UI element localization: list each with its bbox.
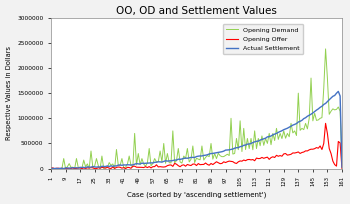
Opening Offer [131,165,135,167]
Opening Offer [307,149,311,151]
Opening Offer [340,167,344,170]
Actual Settlement [147,162,151,164]
Actual Settlement [158,161,162,163]
Opening Offer [158,165,162,168]
Actual Settlement [336,90,341,93]
Line: Opening Demand: Opening Demand [51,49,342,169]
Opening Offer [52,167,57,170]
Opening Demand [49,167,53,169]
Opening Offer [323,122,328,125]
Opening Demand [147,147,151,150]
Opening Demand [323,48,328,50]
Opening Demand [293,130,297,132]
Actual Settlement [131,164,135,166]
Opening Offer [147,165,151,168]
Legend: Opening Demand, Opening Offer, Actual Settlement: Opening Demand, Opening Offer, Actual Se… [223,24,303,54]
Opening Demand [340,160,344,162]
Y-axis label: Respective Values in Dollars: Respective Values in Dollars [6,46,12,140]
Actual Settlement [49,167,53,170]
Actual Settlement [51,167,55,170]
X-axis label: Case (sorted by 'ascending settlement'): Case (sorted by 'ascending settlement') [127,192,266,198]
Actual Settlement [307,114,311,116]
Opening Offer [329,152,333,155]
Opening Offer [293,152,297,154]
Actual Settlement [293,123,297,126]
Opening Demand [131,166,135,168]
Title: OO, OD and Settlement Values: OO, OD and Settlement Values [116,6,277,16]
Actual Settlement [340,166,344,168]
Actual Settlement [327,99,331,101]
Line: Actual Settlement: Actual Settlement [51,91,342,169]
Opening Offer [49,167,53,170]
Opening Demand [51,167,55,170]
Opening Demand [329,110,333,112]
Opening Demand [158,150,162,152]
Line: Opening Offer: Opening Offer [51,123,342,169]
Opening Demand [307,117,311,120]
